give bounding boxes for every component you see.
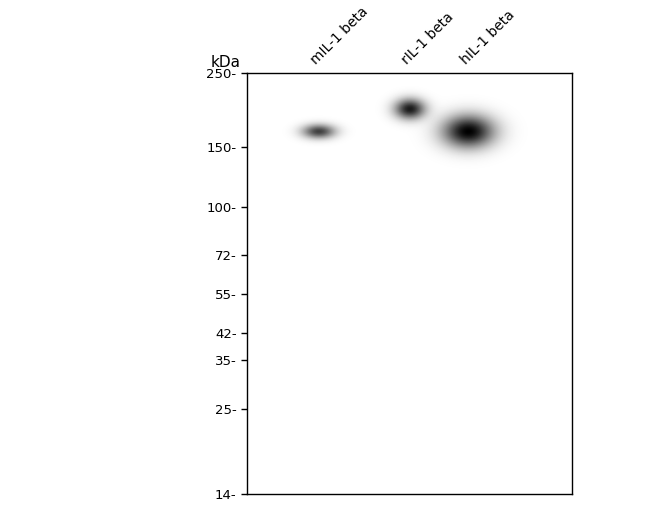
Text: rIL-1 beta: rIL-1 beta [400, 10, 457, 68]
Text: hIL-1 beta: hIL-1 beta [458, 8, 517, 68]
Text: mIL-1 beta: mIL-1 beta [309, 5, 371, 68]
Text: kDa: kDa [211, 55, 240, 70]
